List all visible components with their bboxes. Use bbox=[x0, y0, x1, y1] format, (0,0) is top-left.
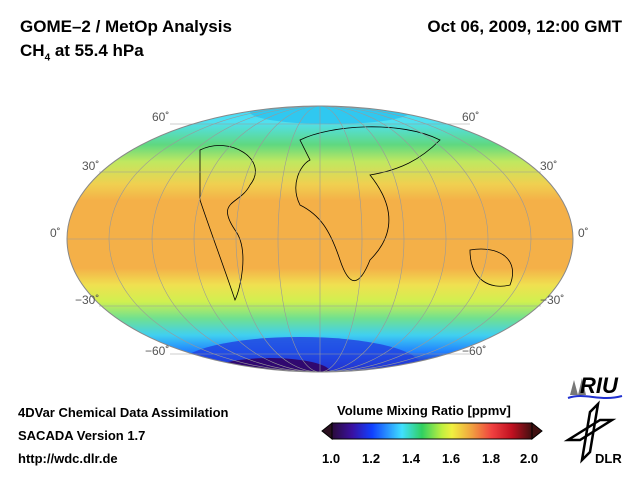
colorbar-tick: 1.6 bbox=[442, 451, 461, 466]
species-label: CH4 at 55.4 hPa bbox=[20, 41, 144, 63]
footer-line-2: SACADA Version 1.7 bbox=[18, 428, 146, 443]
map-border bbox=[66, 105, 574, 373]
footer-link[interactable]: http://wdc.dlr.de bbox=[18, 451, 118, 466]
colorbar-tick: 2.0 bbox=[520, 451, 539, 466]
title: GOME–2 / MetOp Analysis bbox=[20, 17, 232, 36]
lat-label-30s-left: −30˚ bbox=[75, 293, 100, 307]
dlr-logo-icon bbox=[563, 400, 617, 464]
pressure-level: at 55.4 hPa bbox=[50, 41, 144, 60]
colorbar-min-arrow bbox=[321, 421, 333, 441]
lat-label-30n-right: 30˚ bbox=[540, 159, 558, 173]
coastline-australia bbox=[469, 248, 513, 287]
coastline-americas bbox=[199, 145, 256, 302]
lat-label-30s-right: −30˚ bbox=[540, 293, 565, 307]
colorbar-tick: 1.2 bbox=[362, 451, 381, 466]
colorbar-title: Volume Mixing Ratio [ppmv] bbox=[337, 403, 511, 418]
species-subscript: 4 bbox=[44, 52, 51, 64]
datetime: Oct 06, 2009, 12:00 GMT bbox=[427, 17, 622, 36]
colorbar bbox=[331, 422, 533, 440]
lat-label-60s-right: −60˚ bbox=[462, 344, 487, 358]
lat-label-60n-right: 60˚ bbox=[462, 110, 480, 124]
footer-line-1: 4DVar Chemical Data Assimilation bbox=[18, 405, 229, 420]
lat-label-30n-left: 30˚ bbox=[82, 159, 100, 173]
lat-label-eq-left: 0˚ bbox=[50, 226, 61, 240]
colorbar-tick: 1.8 bbox=[482, 451, 501, 466]
lat-label-eq-right: 0˚ bbox=[578, 226, 589, 240]
riu-logo-icon bbox=[567, 378, 623, 399]
colorbar-tick: 1.0 bbox=[322, 451, 341, 466]
colorbar-tick: 1.4 bbox=[402, 451, 421, 466]
dlr-logo-text: DLR bbox=[595, 451, 622, 466]
lat-label-60n-left: 60˚ bbox=[152, 110, 170, 124]
lat-label-60s-left: −60˚ bbox=[145, 344, 170, 358]
species: CH bbox=[20, 41, 45, 60]
colorbar-max-arrow bbox=[531, 421, 543, 441]
riu-logo-text: RIU bbox=[580, 373, 618, 398]
